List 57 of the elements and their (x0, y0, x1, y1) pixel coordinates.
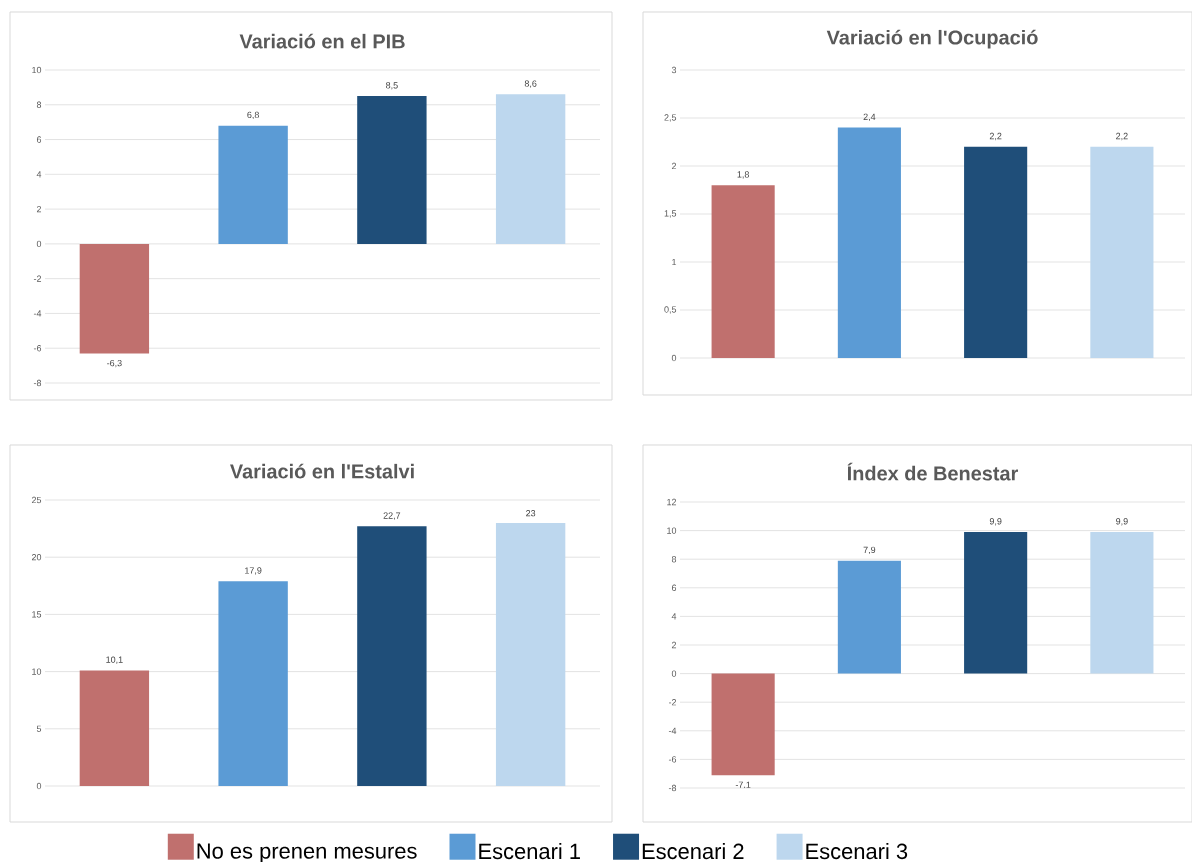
y-tick-label: 2 (671, 162, 677, 170)
y-tick-label: -2 (668, 699, 677, 706)
legend-label: Escenari 2 (642, 843, 744, 860)
y-tick-label: 2 (671, 641, 677, 649)
y-tick-label: 6 (671, 584, 677, 591)
y-tick-label: 0 (671, 670, 677, 677)
y-tick-label: 10 (32, 66, 42, 74)
data-label: 2,2 (989, 132, 1002, 141)
y-tick-label: 2,5 (664, 114, 677, 122)
y-tick-label: 25 (31, 496, 42, 504)
y-tick-label: 0 (36, 782, 42, 790)
y-tick-label: 0,5 (664, 306, 677, 314)
y-tick-label: 10 (32, 668, 42, 675)
y-tick-label: 20 (31, 554, 42, 561)
y-tick-label: 5 (36, 725, 42, 732)
legend-label: Escenari 3 (806, 843, 908, 860)
data-label: -7,1 (735, 781, 751, 789)
y-tick-label: -8 (33, 379, 42, 387)
chart-title: Índex de Benestar (847, 462, 1019, 481)
data-label: 2,2 (1116, 132, 1128, 141)
data-label: 2,4 (863, 113, 876, 122)
data-label: 22,7 (383, 512, 401, 520)
data-label: 8,5 (386, 82, 398, 90)
y-tick-label: 1 (672, 258, 677, 266)
y-tick-label: -4 (33, 310, 42, 317)
data-label: 9,9 (1116, 518, 1128, 526)
chart-title: Variació en el PIB (239, 33, 405, 49)
data-label: 10,1 (106, 656, 123, 664)
y-tick-label: 15 (32, 611, 42, 618)
y-tick-label: -2 (33, 275, 42, 282)
data-label: 8,6 (524, 80, 537, 88)
data-label: 6,8 (247, 111, 259, 120)
y-tick-label: 6 (36, 136, 42, 143)
y-tick-label: 12 (667, 498, 677, 506)
y-tick-label: 8 (671, 556, 677, 563)
y-tick-label: -6 (668, 756, 677, 763)
y-tick-label: -6 (33, 345, 42, 352)
data-label: 1,8 (737, 171, 749, 179)
y-tick-label: 1,5 (664, 210, 677, 218)
data-label: 7,9 (863, 546, 876, 555)
y-tick-label: 4 (36, 171, 42, 178)
data-label: 9,9 (989, 518, 1002, 526)
legend-label: Escenari 1 (479, 843, 580, 860)
chart-title: Variació en l'Ocupació (826, 29, 1038, 49)
y-tick-label: 0 (36, 240, 42, 248)
y-tick-label: 10 (667, 527, 677, 534)
y-tick-label: 2 (36, 205, 42, 213)
data-label: 17,9 (245, 567, 262, 575)
chart-title: Variació en l'Estalvi (230, 463, 414, 479)
data-label: -6,3 (107, 359, 122, 368)
y-tick-label: -8 (668, 784, 677, 792)
y-tick-label: 4 (671, 613, 677, 620)
y-tick-label: 3 (671, 66, 677, 74)
y-tick-label: 0 (671, 354, 677, 362)
y-tick-label: -4 (668, 727, 677, 734)
data-label: 23 (526, 510, 536, 517)
y-tick-label: 8 (36, 101, 42, 108)
